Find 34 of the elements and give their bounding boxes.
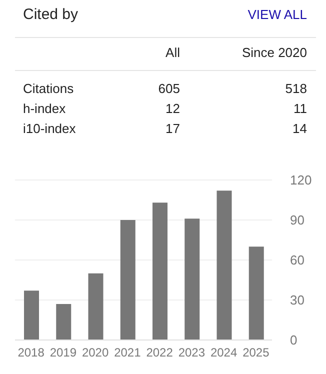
text: Citations xyxy=(23,81,74,96)
text: i10-index xyxy=(23,121,76,136)
bar xyxy=(88,273,104,340)
text: h-index xyxy=(23,101,66,116)
bar xyxy=(152,202,168,340)
y-tick-label: 120 xyxy=(290,172,312,188)
bar xyxy=(248,246,264,340)
text: 17 xyxy=(166,121,180,136)
bar xyxy=(24,290,39,340)
x-tick-label: 2024 xyxy=(210,346,238,360)
y-tick-label: 0 xyxy=(290,332,298,348)
bar xyxy=(56,304,72,340)
text: 605 xyxy=(158,81,180,96)
text: All xyxy=(166,45,180,60)
x-tick-label: 2018 xyxy=(18,346,45,360)
y-tick-label: 30 xyxy=(290,292,304,308)
y-tick-label: 60 xyxy=(290,252,304,268)
bar xyxy=(216,190,232,340)
x-tick-label: 2019 xyxy=(50,346,77,360)
text: Since 2020 xyxy=(242,45,307,60)
x-tick-label: 2022 xyxy=(146,346,174,360)
text: 11 xyxy=(294,101,307,116)
text: Cited by xyxy=(23,6,78,23)
bar xyxy=(120,220,136,340)
text: 12 xyxy=(166,101,180,116)
bar xyxy=(184,218,200,340)
x-tick-label: 2025 xyxy=(242,346,270,360)
y-tick-label: 90 xyxy=(290,212,304,228)
text: 14 xyxy=(292,121,307,136)
x-tick-label: 2021 xyxy=(114,346,142,360)
text: 518 xyxy=(285,81,307,96)
x-tick-label: 2020 xyxy=(82,346,109,360)
text: VIEW ALL xyxy=(248,7,307,22)
x-tick-label: 2023 xyxy=(178,346,206,360)
